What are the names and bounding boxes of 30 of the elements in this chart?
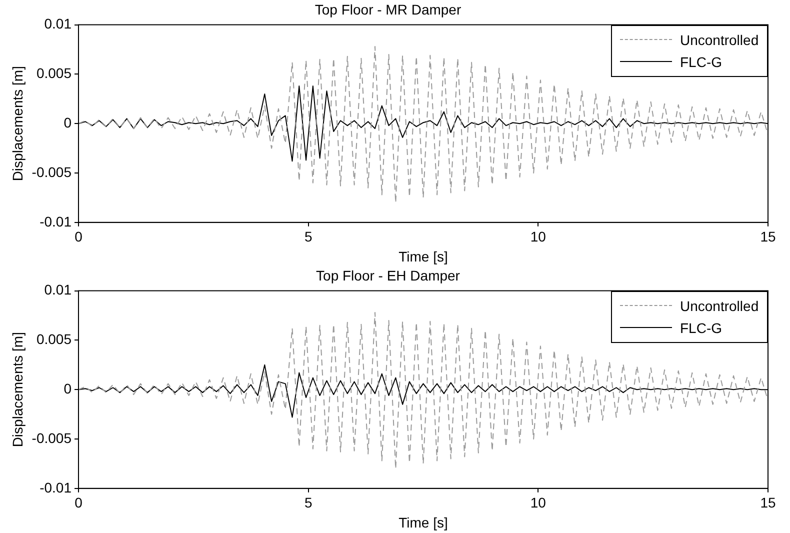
x-axis-title: Time [s] [398, 248, 448, 264]
y-tick-label: 0.005 [36, 65, 72, 82]
chart-title: Top Floor - MR Damper [314, 1, 462, 18]
line-series [78, 312, 768, 470]
y-tick-label: 0.01 [44, 16, 72, 32]
x-tick-label: 0 [74, 494, 83, 511]
y-tick-label: -0.005 [32, 164, 72, 180]
y-tick-label: 0 [64, 380, 72, 396]
y-tick-label: -0.005 [32, 430, 72, 446]
x-tick-label: 15 [760, 228, 776, 245]
y-tick-label: 0 [64, 114, 72, 130]
y-tick-label: 0.005 [36, 331, 72, 348]
x-tick-label: 0 [74, 228, 83, 245]
legend-label: Uncontrolled [680, 32, 759, 48]
legend-label: Uncontrolled [680, 298, 759, 314]
y-axis-title: Displacements [m] [9, 332, 26, 448]
y-tick-label: -0.01 [40, 479, 72, 496]
chart-title: Top Floor - EH Damper [316, 267, 460, 284]
x-axis-title: Time [s] [398, 514, 448, 530]
legend-label: FLC-G [680, 320, 722, 336]
x-tick-label: 5 [304, 228, 312, 245]
y-tick-label: -0.01 [40, 213, 72, 230]
x-tick-label: 10 [530, 228, 546, 245]
line-series [78, 46, 768, 204]
y-axis-title: Displacements [m] [9, 66, 26, 182]
x-tick-label: 5 [304, 494, 312, 511]
y-tick-label: 0.01 [44, 282, 72, 298]
x-tick-label: 15 [760, 494, 776, 511]
legend-label: FLC-G [680, 54, 722, 70]
x-tick-label: 10 [530, 494, 546, 511]
